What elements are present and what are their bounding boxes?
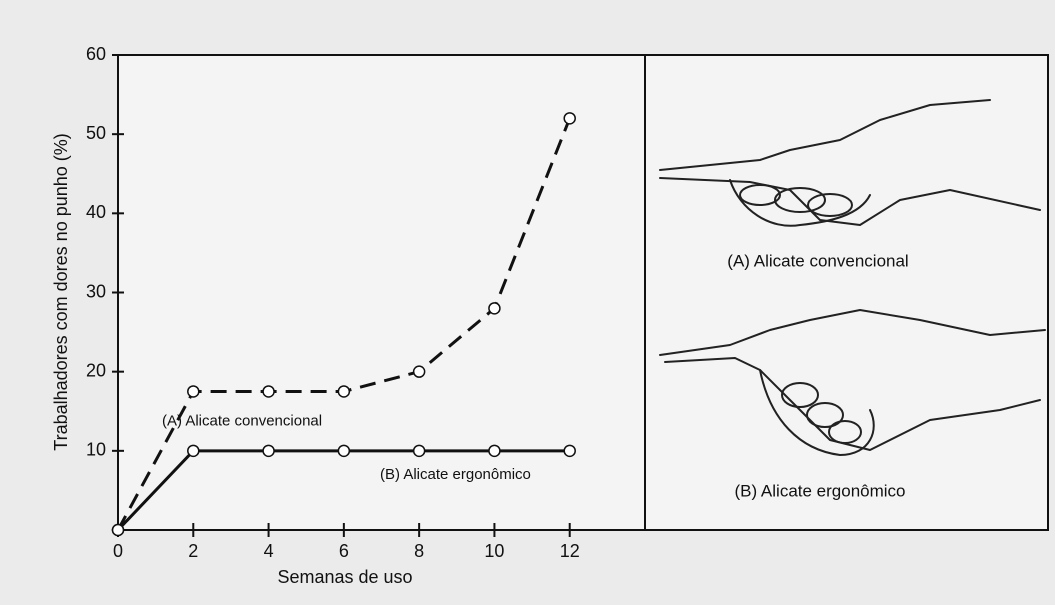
x-tick-label: 4 (264, 541, 274, 561)
point (113, 525, 124, 536)
x-tick-label: 10 (484, 541, 504, 561)
x-tick-label: 6 (339, 541, 349, 561)
point (564, 113, 575, 124)
point (414, 445, 425, 456)
point (338, 445, 349, 456)
series-label: (A) Alicate convencional (162, 412, 322, 429)
point (338, 386, 349, 397)
point (414, 366, 425, 377)
y-tick-label: 10 (86, 440, 106, 460)
chart: Trabalhadores com dores no punho (%) Sem… (0, 0, 1055, 605)
point (263, 386, 274, 397)
y-tick-label: 30 (86, 281, 106, 301)
x-tick-label: 2 (188, 541, 198, 561)
y-tick-label: 40 (86, 202, 106, 222)
point (564, 445, 575, 456)
point (489, 303, 500, 314)
point (489, 445, 500, 456)
y-tick-label: 50 (86, 123, 106, 143)
y-tick-label: 20 (86, 360, 106, 380)
x-tick-label: 8 (414, 541, 424, 561)
point (188, 386, 199, 397)
point (188, 445, 199, 456)
plot-frame (118, 55, 1048, 530)
point (263, 445, 274, 456)
series-label: (B) Alicate ergonômico (380, 466, 531, 483)
x-tick-label: 12 (560, 541, 580, 561)
y-tick-label: 60 (86, 44, 106, 64)
panel-label: (B) Alicate ergonômico (734, 481, 905, 500)
y-axis-label: Trabalhadores com dores no punho (%) (51, 133, 71, 451)
panel-label: (A) Alicate convencional (727, 251, 908, 270)
x-axis-label: Semanas de uso (277, 567, 412, 587)
x-tick-label: 0 (113, 541, 123, 561)
